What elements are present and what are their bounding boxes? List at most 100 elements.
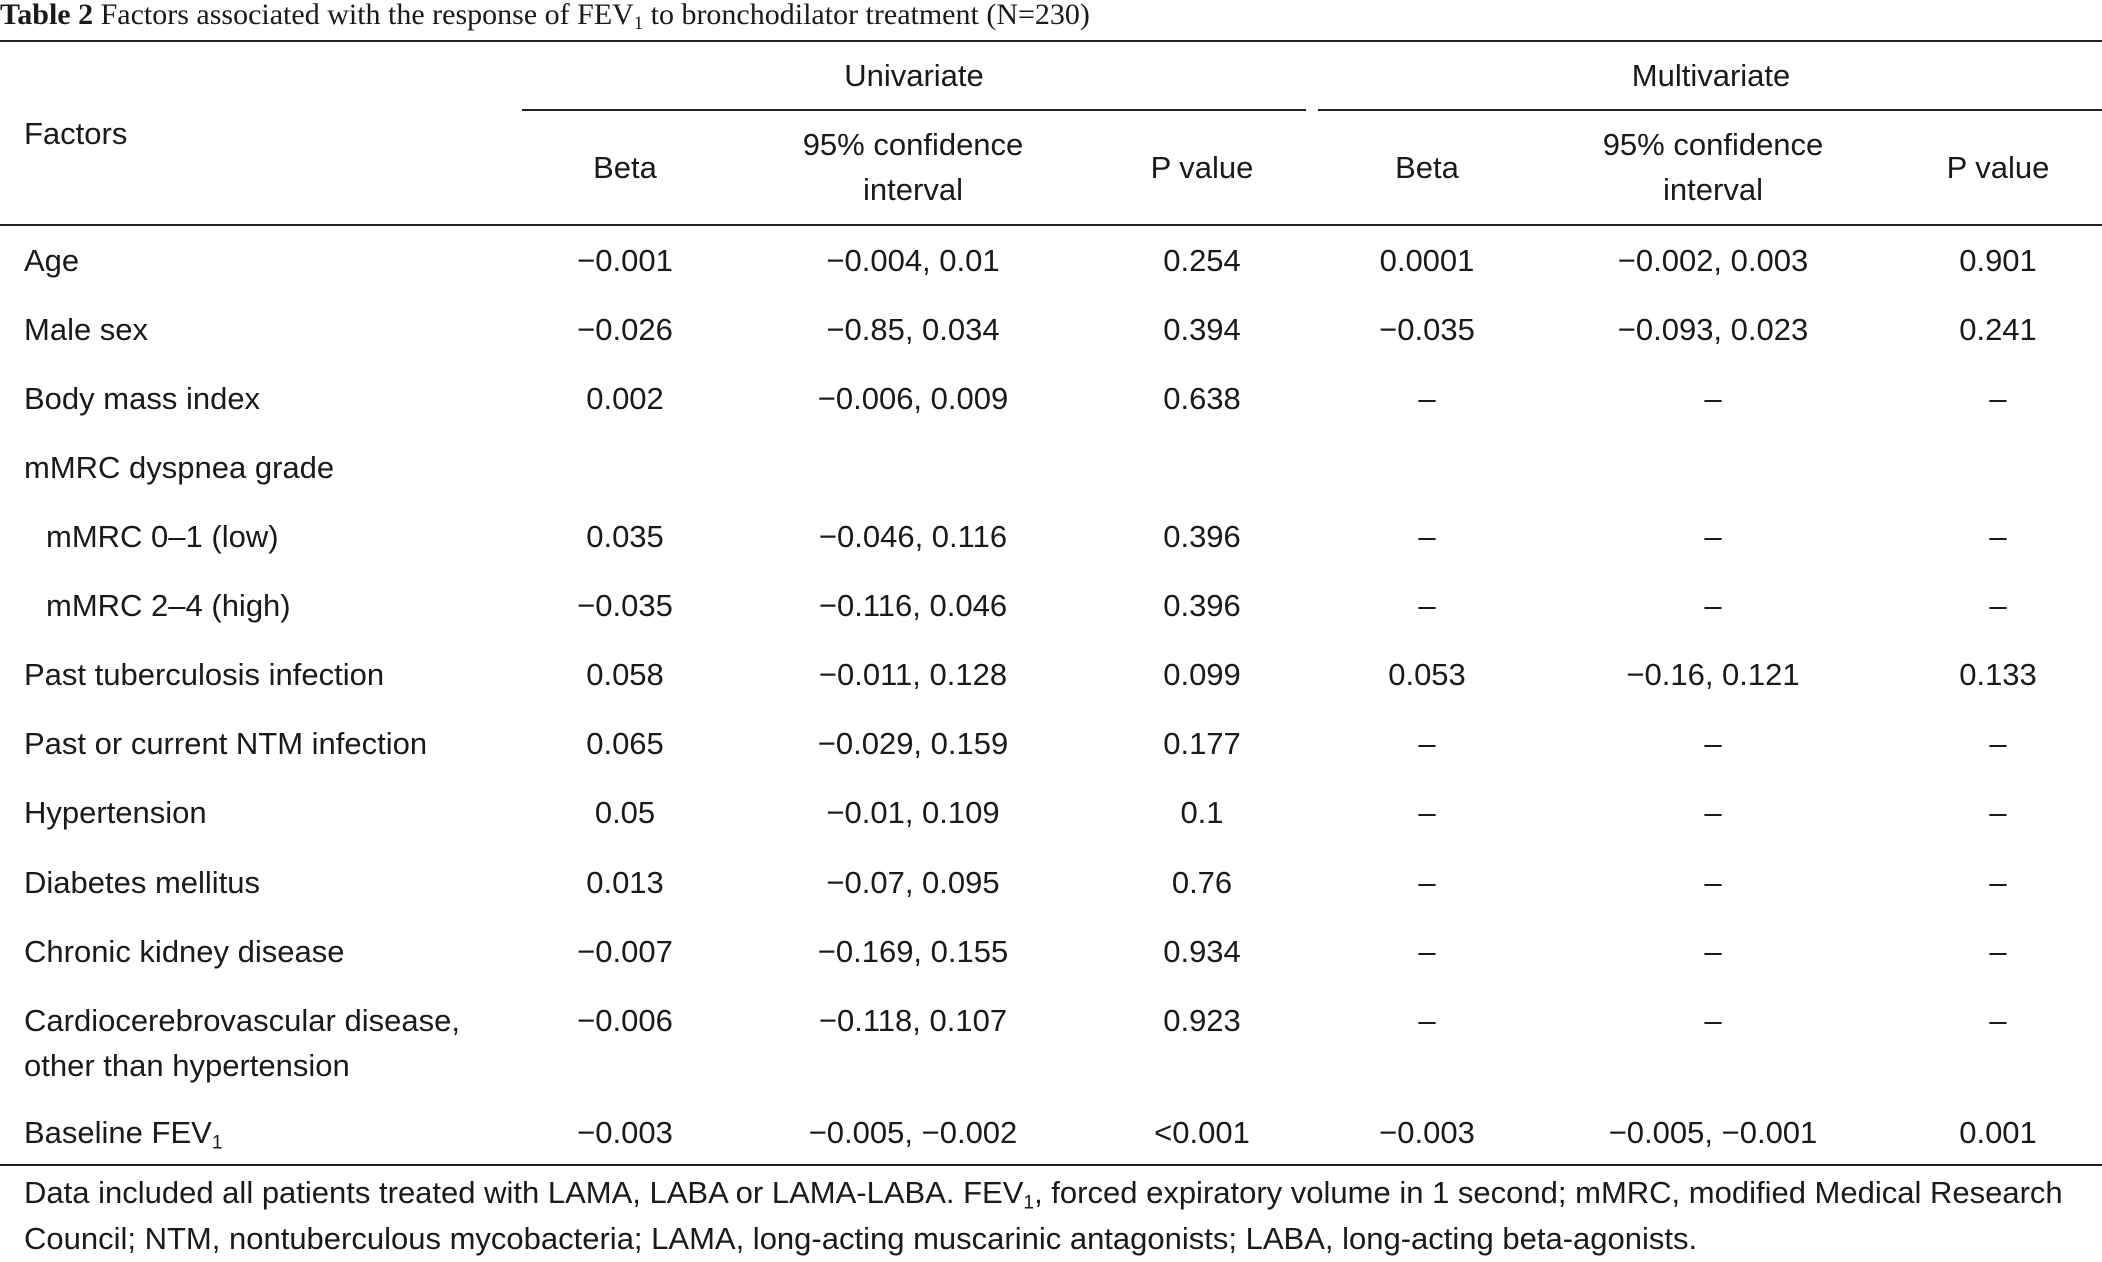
row-factor: Hypertension <box>24 790 207 835</box>
cell-m-ci: – <box>1704 381 1722 416</box>
footnote-text-end: , forced expiratory volume in 1 second; … <box>24 1175 2063 1256</box>
cell-u-p: 0.934 <box>1163 934 1241 969</box>
header-factors: Factors <box>24 116 128 151</box>
cell-m-ci: – <box>1704 588 1722 623</box>
header-multivariate-beta: Beta <box>1395 150 1459 185</box>
row-factor: mMRC 2–4 (high) <box>46 583 291 628</box>
cell-u-p: 0.396 <box>1163 588 1241 623</box>
header-univariate-beta: Beta <box>593 150 657 185</box>
header-multivariate: Multivariate <box>1631 58 1791 93</box>
cell-u-ci: −0.116, 0.046 <box>818 588 1008 623</box>
factor-label: mMRC 0–1 (low) <box>46 519 279 554</box>
cell-u-ci: −0.046, 0.116 <box>818 519 1008 554</box>
cell-u-ci: −0.01, 0.109 <box>826 795 1000 830</box>
table-caption: Table 2 Factors associated with the resp… <box>0 0 1090 35</box>
cell-m-beta: – <box>1418 1003 1436 1038</box>
cell-m-ci: – <box>1704 934 1722 969</box>
cell-u-p: 0.394 <box>1163 312 1241 347</box>
factor-label: Body mass index <box>24 381 261 416</box>
cell-m-p: 0.133 <box>1959 657 2037 692</box>
factor-label: Cardiocerebrovascular disease, <box>24 1003 460 1038</box>
row-factor: Body mass index <box>24 376 260 421</box>
cell-m-p: – <box>1989 519 2007 554</box>
cell-m-p: – <box>1989 934 2007 969</box>
row-factor: Age <box>24 238 79 283</box>
footnote-subscript: 1 <box>1023 1192 1035 1214</box>
row-factor: mMRC 0–1 (low) <box>46 514 279 559</box>
caption-text-end: to bronchodilator treatment (N=230) <box>643 0 1090 31</box>
cell-m-p: 0.901 <box>1959 243 2037 278</box>
cell-u-beta: −0.003 <box>577 1115 673 1150</box>
cell-m-p: – <box>1989 381 2007 416</box>
cell-u-ci: −0.029, 0.159 <box>817 726 1009 761</box>
row-factor: Baseline FEV1 <box>24 1110 223 1155</box>
cell-u-p: 0.1 <box>1180 795 1224 830</box>
cell-u-ci: −0.004, 0.01 <box>826 243 1000 278</box>
cell-u-p: 0.76 <box>1171 865 1233 900</box>
cell-m-ci: −0.002, 0.003 <box>1617 243 1809 278</box>
cell-m-ci: – <box>1704 1003 1722 1038</box>
cell-u-ci: −0.07, 0.095 <box>826 865 1000 900</box>
cell-u-ci: −0.85, 0.034 <box>826 312 1000 347</box>
row-factor: Chronic kidney disease <box>24 929 345 974</box>
cell-m-ci: – <box>1704 726 1722 761</box>
row-factor: Male sex <box>24 307 148 352</box>
header-univariate: Univariate <box>844 58 984 93</box>
cell-m-p: – <box>1989 795 2007 830</box>
factor-label: Diabetes mellitus <box>24 865 261 900</box>
header-univariate-ci: 95% confidence interval <box>802 127 1024 207</box>
header-univariate-p: P value <box>1150 150 1254 185</box>
cell-m-p: – <box>1989 865 2007 900</box>
cell-m-p: 0.001 <box>1959 1115 2037 1150</box>
factor-label-line2: other than hypertension <box>24 1048 350 1083</box>
cell-u-p: <0.001 <box>1154 1115 1250 1150</box>
factor-label: mMRC dyspnea grade <box>24 450 335 485</box>
cell-m-p: – <box>1989 588 2007 623</box>
cell-u-beta: −0.026 <box>577 312 673 347</box>
cell-u-p: 0.099 <box>1163 657 1241 692</box>
header-multivariate-ci: 95% confidence interval <box>1602 127 1824 207</box>
cell-m-beta: – <box>1418 726 1436 761</box>
cell-u-beta: −0.001 <box>577 243 673 278</box>
cell-m-ci: −0.093, 0.023 <box>1617 312 1809 347</box>
cell-m-ci: – <box>1704 519 1722 554</box>
multivariate-rule <box>1318 109 2102 111</box>
cell-m-beta: −0.003 <box>1379 1115 1475 1150</box>
cell-m-beta: – <box>1418 588 1436 623</box>
table-label: Table 2 <box>0 0 94 31</box>
cell-m-beta: 0.0001 <box>1379 243 1475 278</box>
cell-m-beta: – <box>1418 795 1436 830</box>
cell-m-beta: – <box>1418 865 1436 900</box>
cell-m-p: – <box>1989 726 2007 761</box>
bottom-rule <box>0 1164 2102 1166</box>
cell-u-ci: −0.118, 0.107 <box>818 1003 1008 1038</box>
cell-u-p: 0.923 <box>1163 1003 1241 1038</box>
row-factor: Past or current NTM infection <box>24 721 427 766</box>
header-rule <box>0 224 2102 226</box>
cell-m-ci: – <box>1704 795 1722 830</box>
factor-label: Male sex <box>24 312 149 347</box>
cell-m-ci: −0.005, −0.001 <box>1608 1115 1818 1150</box>
cell-m-ci: −0.16, 0.121 <box>1626 657 1800 692</box>
factor-label: mMRC 2–4 (high) <box>46 588 291 623</box>
caption-subscript: 1 <box>633 13 644 35</box>
row-factor: mMRC dyspnea grade <box>24 445 334 490</box>
factor-label: Baseline FEV <box>24 1115 212 1150</box>
cell-u-beta: 0.05 <box>594 795 656 830</box>
cell-u-beta: 0.065 <box>586 726 664 761</box>
factor-label: Chronic kidney disease <box>24 934 345 969</box>
cell-m-beta: 0.053 <box>1388 657 1466 692</box>
cell-u-beta: −0.007 <box>577 934 673 969</box>
factor-label: Past tuberculosis infection <box>24 657 385 692</box>
cell-u-ci: −0.011, 0.128 <box>818 657 1008 692</box>
cell-u-beta: −0.006 <box>577 1003 673 1038</box>
table-footnote: Data included all patients treated with … <box>24 1170 2094 1262</box>
cell-m-p: 0.241 <box>1959 312 2037 347</box>
caption-text: Factors associated with the response of … <box>100 0 634 31</box>
univariate-rule <box>522 109 1306 111</box>
cell-m-beta: −0.035 <box>1379 312 1475 347</box>
cell-u-ci: −0.005, −0.002 <box>808 1115 1018 1150</box>
cell-u-beta: −0.035 <box>577 588 673 623</box>
factor-label: Past or current NTM infection <box>24 726 428 761</box>
row-factor: Diabetes mellitus <box>24 860 260 905</box>
